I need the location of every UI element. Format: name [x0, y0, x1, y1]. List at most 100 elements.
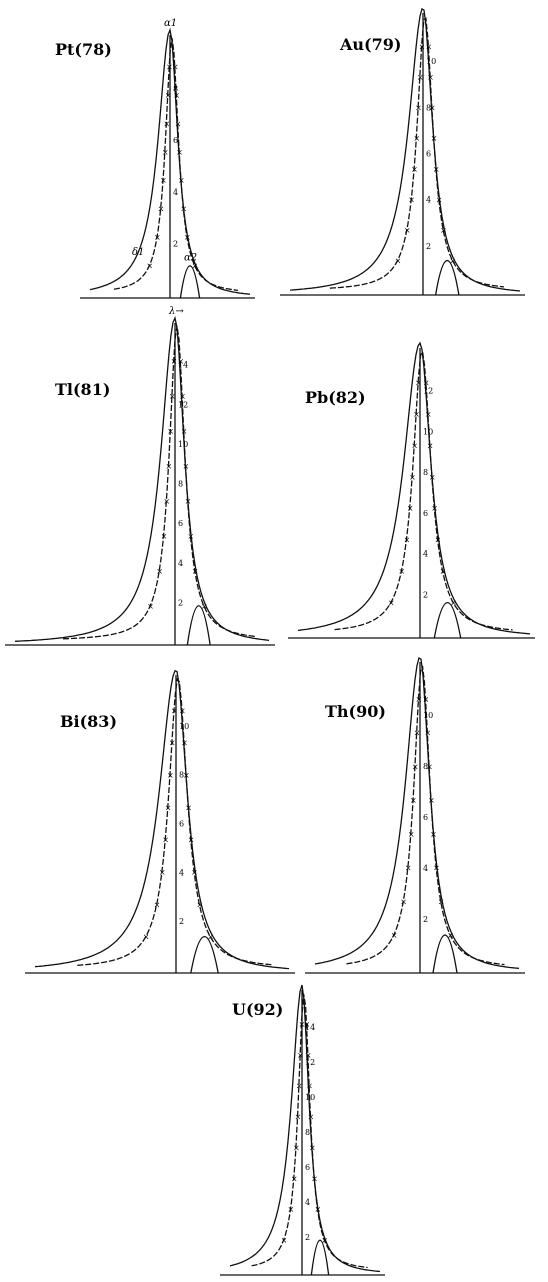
annotation: λ→: [168, 306, 184, 317]
cross-mark: ×: [156, 567, 163, 576]
cross-mark: ×: [408, 830, 415, 839]
tick-label: 8: [173, 85, 178, 94]
cross-mark: ×: [427, 73, 434, 82]
cross-mark: ×: [410, 796, 417, 805]
cross-mark: ×: [167, 427, 174, 436]
cross-mark: ×: [163, 497, 170, 506]
cross-mark: ×: [172, 62, 179, 71]
cross-mark: ×: [429, 473, 436, 482]
cross-mark: ×: [161, 532, 168, 541]
tick-label: 6: [173, 136, 178, 145]
tick-label: 4: [423, 864, 428, 873]
tick-label: 10: [423, 711, 433, 720]
panel-label: Tl(81): [55, 380, 110, 399]
cross-mark: ×: [184, 233, 191, 242]
tick-label: 10: [305, 1093, 315, 1102]
cross-mark: ×: [167, 771, 174, 780]
tick-label: 4: [173, 188, 178, 197]
panel-label: Bi(83): [60, 712, 117, 731]
cross-mark: ×: [169, 392, 176, 401]
cross-mark: ×: [430, 830, 437, 839]
tick-label: 4: [178, 559, 183, 568]
cross-mark: ×: [425, 43, 432, 52]
cross-mark: ×: [409, 473, 416, 482]
cross-mark: ×: [412, 762, 419, 771]
tick-label: 2: [173, 239, 178, 248]
cross-mark: ×: [154, 233, 161, 242]
cross-mark: ×: [192, 567, 199, 576]
cross-mark: ×: [314, 1205, 321, 1214]
outer-curve: [298, 343, 530, 634]
tick-label: 8: [423, 762, 428, 771]
panel-label: Pt(78): [55, 40, 112, 59]
cross-mark: ×: [179, 706, 186, 715]
cross-mark: ×: [165, 803, 172, 812]
cross-mark: ×: [171, 706, 178, 715]
cross-mark: ×: [309, 1143, 316, 1152]
tick-label: 2: [178, 598, 183, 607]
tick-label: 4: [426, 196, 431, 205]
cross-mark: ×: [297, 1051, 304, 1060]
tick-label: 2: [423, 915, 428, 924]
cross-mark: ×: [158, 205, 165, 214]
cross-mark: ×: [411, 441, 418, 450]
tick-label: 10: [426, 57, 436, 66]
tick-label: 6: [423, 509, 428, 518]
cross-mark: ×: [181, 427, 188, 436]
cross-mark: ×: [395, 256, 402, 265]
cross-mark: ×: [288, 1205, 295, 1214]
cross-mark: ×: [196, 900, 203, 909]
cross-mark: ×: [435, 536, 442, 545]
cross-mark: ×: [431, 134, 438, 143]
cross-mark: ×: [154, 900, 161, 909]
cross-mark: ×: [175, 119, 182, 128]
tick-label: 2: [423, 590, 428, 599]
annotation: δ1: [132, 247, 144, 258]
tick-label: 8: [178, 480, 183, 489]
cross-mark: ×: [311, 1174, 318, 1183]
cross-mark: ×: [180, 205, 187, 214]
cross-mark: ×: [166, 462, 173, 471]
tick-label: 2: [426, 242, 431, 251]
cross-mark: ×: [185, 803, 192, 812]
cross-mark: ×: [398, 567, 405, 576]
panel-label: U(92): [232, 1000, 283, 1019]
cross-mark: ×: [433, 165, 440, 174]
cross-mark: ×: [146, 262, 153, 271]
cross-mark: ×: [413, 410, 420, 419]
cross-mark: ×: [185, 497, 192, 506]
tick-label: 6: [178, 519, 183, 528]
cross-mark: ×: [403, 536, 410, 545]
cross-mark: ×: [423, 695, 430, 704]
cross-mark: ×: [391, 931, 398, 940]
cross-mark: ×: [163, 119, 170, 128]
tick-label: 8: [423, 468, 428, 477]
cross-mark: ×: [181, 739, 188, 748]
cross-mark: ×: [291, 1174, 298, 1183]
outer-curve: [15, 318, 269, 641]
cross-mark: ×: [438, 897, 445, 906]
cross-mark: ×: [419, 43, 426, 52]
tick-label: 12: [178, 400, 188, 409]
cross-mark: ×: [405, 864, 412, 873]
panel-label: Th(90): [325, 702, 386, 721]
tick-label: 8: [426, 103, 431, 112]
cross-mark: ×: [425, 410, 432, 419]
tick-label: 14: [305, 1023, 315, 1032]
cross-mark: ×: [281, 1236, 288, 1245]
cross-mark: ×: [428, 796, 435, 805]
cross-mark: ×: [176, 148, 183, 157]
tick-label: 6: [426, 150, 431, 159]
cross-mark: ×: [415, 378, 422, 387]
tick-label: 4: [423, 550, 428, 559]
cross-mark: ×: [415, 104, 422, 113]
tick-label: 4: [179, 868, 184, 877]
cross-mark: ×: [162, 148, 169, 157]
cross-mark: ×: [143, 933, 150, 942]
cross-mark: ×: [165, 91, 172, 100]
cross-mark: ×: [433, 864, 440, 873]
cross-mark: ×: [413, 134, 420, 143]
tick-label: 2: [305, 1233, 310, 1242]
panel-label: Pb(82): [305, 388, 366, 407]
cross-mark: ×: [191, 868, 198, 877]
